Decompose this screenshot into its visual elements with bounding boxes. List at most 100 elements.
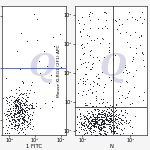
Point: [110, 117, 112, 120]
Point: [10, 116, 13, 119]
Point: [23, 115, 26, 117]
Point: [5, 77, 8, 80]
Point: [84, 132, 86, 135]
Point: [23, 109, 26, 111]
Point: [95, 133, 97, 136]
Point: [101, 36, 103, 39]
Point: [102, 134, 104, 136]
Point: [52, 36, 54, 38]
Point: [129, 125, 131, 127]
Point: [10, 111, 12, 114]
Point: [123, 127, 125, 129]
Point: [84, 120, 86, 122]
Point: [88, 111, 90, 114]
Point: [90, 66, 93, 69]
Point: [85, 110, 88, 112]
Point: [30, 103, 33, 106]
Point: [139, 16, 141, 18]
Point: [93, 118, 95, 120]
Point: [88, 67, 91, 70]
Point: [113, 130, 115, 133]
Point: [90, 119, 93, 122]
Point: [107, 114, 110, 117]
Point: [115, 122, 117, 124]
Point: [105, 134, 108, 136]
Point: [129, 45, 132, 48]
Point: [25, 119, 28, 122]
Point: [78, 120, 80, 123]
Point: [111, 128, 114, 130]
Point: [14, 125, 16, 128]
Point: [120, 122, 122, 124]
Point: [22, 97, 24, 100]
Point: [117, 89, 119, 92]
Point: [121, 94, 123, 96]
Point: [134, 31, 136, 33]
Point: [9, 108, 11, 110]
Point: [10, 110, 12, 112]
Point: [112, 129, 114, 132]
Point: [97, 112, 100, 114]
Point: [95, 117, 98, 120]
Point: [5, 118, 8, 120]
Point: [25, 100, 27, 103]
Point: [25, 103, 27, 105]
Point: [76, 116, 78, 118]
Point: [108, 116, 111, 119]
Point: [91, 112, 93, 115]
Point: [84, 127, 86, 129]
Point: [30, 104, 33, 106]
Point: [43, 102, 46, 104]
Point: [94, 118, 96, 121]
Point: [15, 98, 17, 101]
Point: [90, 39, 92, 41]
Point: [30, 106, 33, 109]
Point: [17, 99, 20, 102]
Point: [120, 101, 122, 103]
Point: [11, 116, 13, 118]
Point: [5, 100, 8, 102]
Point: [141, 11, 144, 14]
Point: [102, 121, 104, 124]
Point: [38, 59, 41, 62]
Point: [110, 120, 112, 122]
Point: [18, 120, 20, 122]
Point: [93, 125, 96, 128]
Point: [106, 106, 109, 108]
Point: [18, 120, 20, 122]
Point: [94, 97, 97, 99]
Point: [21, 124, 23, 126]
Point: [94, 99, 97, 101]
Point: [15, 98, 17, 100]
Point: [113, 120, 115, 122]
Point: [98, 77, 100, 79]
Point: [109, 128, 111, 130]
Point: [6, 110, 8, 112]
Point: [104, 25, 107, 27]
Point: [100, 127, 102, 129]
Point: [83, 122, 85, 124]
Point: [23, 113, 25, 115]
Point: [107, 76, 110, 78]
Point: [94, 95, 97, 97]
Point: [93, 115, 96, 118]
Point: [17, 112, 20, 114]
Point: [105, 113, 108, 116]
Point: [88, 117, 90, 119]
Point: [13, 118, 15, 121]
Point: [118, 116, 120, 119]
Point: [86, 116, 88, 119]
Point: [120, 122, 122, 125]
Point: [109, 117, 111, 120]
Point: [143, 91, 145, 93]
Point: [83, 23, 86, 26]
Point: [114, 130, 117, 132]
Point: [116, 118, 119, 120]
Point: [105, 116, 107, 118]
Point: [83, 83, 86, 85]
Point: [93, 126, 96, 128]
Point: [116, 124, 119, 126]
Point: [87, 61, 89, 63]
Point: [17, 109, 20, 111]
Point: [91, 119, 93, 121]
